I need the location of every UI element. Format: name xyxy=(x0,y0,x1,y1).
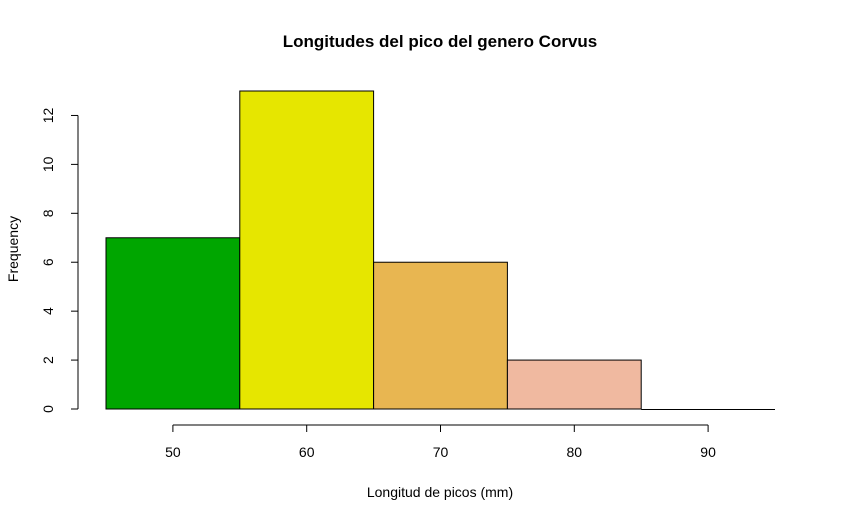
x-tick-label: 50 xyxy=(165,444,181,460)
y-tick-label: 6 xyxy=(40,258,56,266)
y-axis: 0 2 4 6 8 10 12 xyxy=(40,107,79,413)
x-tick-label: 90 xyxy=(700,444,716,460)
y-tick-label: 10 xyxy=(40,156,56,172)
bars-group xyxy=(105,90,775,410)
y-axis-label: Frequency xyxy=(5,216,21,282)
y-tick-label: 4 xyxy=(40,307,56,315)
x-tick-label: 70 xyxy=(433,444,449,460)
histogram-bar-1 xyxy=(239,90,375,410)
x-tick-label: 80 xyxy=(567,444,583,460)
y-tick-label: 12 xyxy=(40,107,56,123)
x-axis-label: Longitud de picos (mm) xyxy=(367,484,513,500)
y-tick-label: 0 xyxy=(40,405,56,413)
histogram-bar-2 xyxy=(373,261,508,410)
x-tick-label: 60 xyxy=(299,444,315,460)
histogram-bar-0 xyxy=(105,237,241,410)
chart-title: Longitudes del pico del genero Corvus xyxy=(283,32,598,51)
histogram-bar-3 xyxy=(506,359,642,410)
y-tick-label: 2 xyxy=(40,356,56,364)
x-axis: 50 60 70 80 90 xyxy=(165,424,716,460)
y-tick-label: 8 xyxy=(40,209,56,217)
